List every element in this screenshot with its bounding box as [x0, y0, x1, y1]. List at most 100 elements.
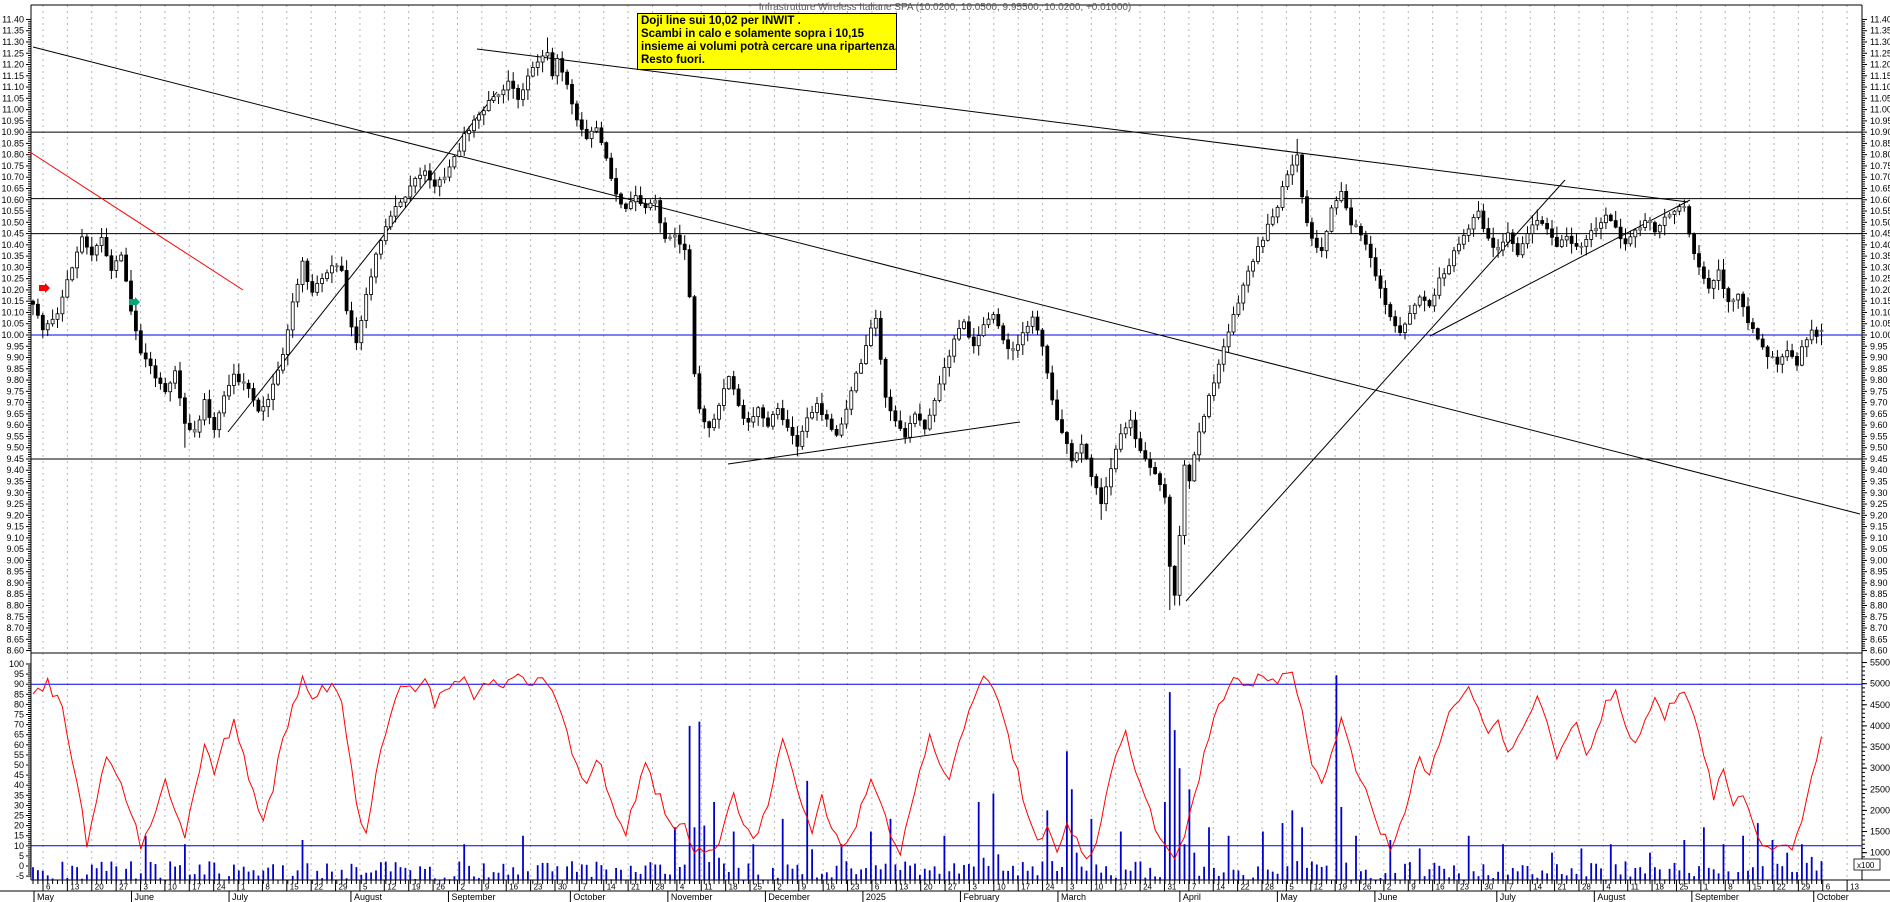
candle-body: [1653, 222, 1657, 233]
candle-body: [158, 377, 163, 384]
candle-body: [94, 245, 99, 256]
axis-label: 10.50: [1870, 217, 1890, 227]
candle-body: [344, 270, 349, 312]
axis-label: 10.60: [1, 195, 24, 205]
candle-body: [1604, 214, 1608, 224]
candle-body: [266, 399, 271, 408]
axis-label: 9.75: [1870, 386, 1888, 396]
axis-label: 10.50: [1, 217, 24, 227]
axis-label: 26: [1363, 883, 1372, 892]
axis-label: 27: [119, 883, 128, 892]
candle-body: [1202, 415, 1206, 433]
axis-label: 8.70: [1870, 623, 1888, 633]
candle-body: [1192, 454, 1197, 482]
axis-label: 11.35: [2, 26, 24, 36]
axis-label: 9.95: [1870, 341, 1888, 351]
candle-body: [526, 75, 530, 91]
axis-label: x100: [1857, 861, 1875, 870]
axis-label: 9.10: [1870, 533, 1888, 543]
axis-label: 10: [14, 841, 24, 851]
candle-body: [70, 267, 75, 281]
candle-body: [1275, 206, 1280, 218]
axis-label: 22: [1241, 883, 1250, 892]
candle-body: [75, 251, 79, 269]
candle-body: [320, 278, 325, 284]
axis-label: 10.00: [1870, 330, 1890, 340]
candle-body: [1790, 350, 1794, 357]
candle-body: [1672, 210, 1677, 215]
axis-label: 11.25: [2, 48, 24, 58]
axis-label: May: [37, 892, 55, 902]
candle-body: [261, 406, 266, 412]
candle-body: [383, 226, 388, 242]
candle-body: [1163, 484, 1167, 498]
candle-body: [913, 413, 917, 424]
axis-label: 31: [1167, 883, 1176, 892]
candle-body: [153, 365, 158, 379]
candle-body: [1123, 427, 1128, 435]
axis-label: 55000: [1870, 658, 1890, 668]
axis-label: 10000: [1870, 848, 1890, 858]
candle-body: [1403, 323, 1407, 333]
axis-label: 10.60: [1870, 195, 1890, 205]
candle-body: [1584, 238, 1589, 247]
axis-label: 15000: [1870, 827, 1890, 837]
candle-body: [276, 369, 280, 385]
candle-body: [726, 376, 731, 390]
axis-label: 9.85: [6, 364, 24, 374]
candle-body: [579, 119, 584, 130]
candle-body: [325, 272, 329, 279]
candle-body: [1138, 438, 1143, 452]
axis-label: 23: [851, 883, 860, 892]
candle-body: [236, 373, 241, 383]
candle-body: [1417, 296, 1422, 306]
candle-body: [1755, 328, 1760, 340]
candle-body: [1246, 270, 1251, 286]
candle-body: [1819, 330, 1824, 332]
candle-body: [1751, 322, 1755, 329]
candle-body: [1623, 238, 1628, 245]
axis-label: 8.85: [1870, 589, 1888, 599]
candle-body: [290, 301, 295, 331]
candle-body: [712, 418, 716, 429]
candle-body: [1618, 226, 1623, 240]
axis-label: 28: [656, 883, 665, 892]
annotation-line: insieme ai volumi potrà cercare una ripa…: [641, 41, 897, 53]
candle-body: [231, 373, 236, 386]
axis-label: 30000: [1870, 763, 1890, 773]
axis-label: 8.70: [6, 623, 24, 633]
candle-body: [393, 206, 398, 217]
candle-body: [462, 133, 467, 152]
candle-body: [869, 327, 873, 346]
candle-body: [339, 265, 344, 271]
axis-label: 30: [558, 883, 567, 892]
axis-label: 9.30: [6, 488, 24, 498]
candle-body: [717, 405, 721, 420]
candle-body: [408, 185, 413, 198]
candle-body: [364, 294, 369, 321]
axis-label: 9.45: [1870, 454, 1888, 464]
axis-label: 90: [14, 679, 24, 689]
candle-body: [849, 390, 854, 410]
candle-body: [388, 215, 393, 228]
axis-label: 8.90: [1870, 578, 1888, 588]
candle-body: [692, 296, 697, 375]
axis-label: 30: [1484, 883, 1493, 892]
axis-label: 10.90: [1870, 127, 1890, 137]
axis-label: 10: [168, 883, 177, 892]
axis-label: 9.15: [1870, 522, 1888, 532]
candle-body: [1422, 296, 1427, 301]
candle-body: [427, 170, 432, 181]
candle-body: [1770, 356, 1775, 359]
candle-body: [1158, 473, 1162, 485]
candle-body: [1030, 316, 1035, 327]
axis-label: 40000: [1870, 721, 1890, 731]
candle-body: [354, 326, 359, 344]
candle-body: [604, 142, 609, 159]
candle-body: [1667, 214, 1672, 218]
axis-label: 21: [1558, 883, 1567, 892]
axis-label: 11.15: [1870, 71, 1890, 81]
axis-label: 11.20: [2, 60, 24, 70]
candle-body: [540, 55, 545, 63]
candle-body: [815, 403, 819, 413]
